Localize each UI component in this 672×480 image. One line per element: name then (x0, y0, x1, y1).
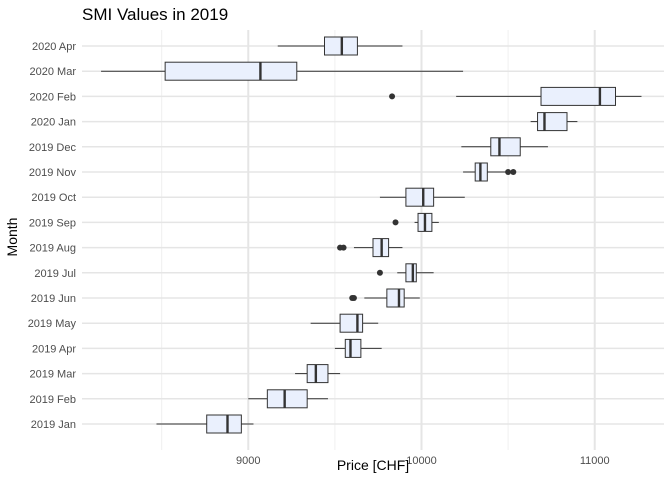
box-group (349, 288, 420, 308)
y-tick-label: 2019 Nov (29, 167, 77, 179)
x-tick-label: 9000 (236, 455, 260, 467)
box-group (295, 364, 341, 384)
y-tick-label: 2019 Dec (29, 142, 77, 154)
box-group (389, 86, 642, 106)
box-iqr (405, 187, 435, 207)
x-tick-label: 11000 (580, 455, 610, 467)
x-tick-label: 10000 (406, 455, 437, 467)
box-iqr (344, 338, 362, 358)
outlier-point (340, 244, 347, 251)
box-group (101, 61, 464, 81)
y-tick-label: 2019 Aug (30, 243, 77, 255)
box-iqr (339, 313, 364, 333)
y-axis-ticks: 2019 Jan 2019 Feb 2019 Mar 2019 Apr 2019 May… (28, 41, 77, 431)
y-tick-label: 2020 Mar (30, 66, 77, 78)
chart-title: SMI Values in 2019 (82, 5, 228, 24)
box-group (376, 263, 434, 283)
box-iqr (206, 414, 242, 434)
box-group (463, 162, 517, 182)
outlier-point (349, 295, 356, 301)
box-iqr (540, 86, 617, 106)
box-group (392, 212, 439, 232)
box-group (379, 187, 465, 207)
box-group (530, 112, 578, 132)
y-tick-label: 2019 Jun (31, 293, 76, 305)
box-iqr (164, 61, 298, 81)
y-tick-label: 2020 Jan (31, 117, 76, 129)
y-tick-label: 2019 Feb (30, 394, 76, 406)
outlier-point (389, 93, 396, 100)
y-tick-label: 2019 Mar (30, 369, 77, 381)
y-tick-label: 2019 May (28, 318, 77, 330)
y-tick-label: 2019 Oct (31, 192, 76, 204)
y-tick-label: 2019 Jul (34, 268, 76, 280)
box-group (334, 338, 382, 358)
box-group (156, 414, 254, 434)
x-axis-title: Price [CHF] (337, 457, 409, 473)
box-group (277, 36, 403, 56)
box-iqr (537, 112, 568, 132)
box-iqr (386, 288, 405, 308)
x-axis-ticks: 9000 10000 11000 (236, 455, 610, 467)
box-group (461, 137, 548, 157)
outlier-point (510, 169, 517, 175)
outlier-point (376, 269, 383, 276)
y-tick-label: 2019 Jan (31, 419, 76, 431)
y-tick-label: 2020 Feb (30, 91, 76, 103)
box-iqr (306, 364, 329, 384)
box-iqr (405, 263, 417, 283)
box-iqr (490, 137, 521, 157)
outlier-point (392, 219, 399, 226)
box-iqr (266, 389, 308, 409)
box-group (310, 313, 379, 333)
box-group (337, 238, 403, 258)
box-group (248, 389, 328, 409)
y-tick-label: 2019 Sep (29, 217, 76, 229)
y-axis-title: Month (4, 218, 20, 257)
boxes (101, 36, 642, 434)
y-tick-label: 2020 Apr (32, 41, 76, 53)
y-tick-label: 2019 Apr (32, 343, 76, 355)
outlier-point (505, 169, 512, 175)
